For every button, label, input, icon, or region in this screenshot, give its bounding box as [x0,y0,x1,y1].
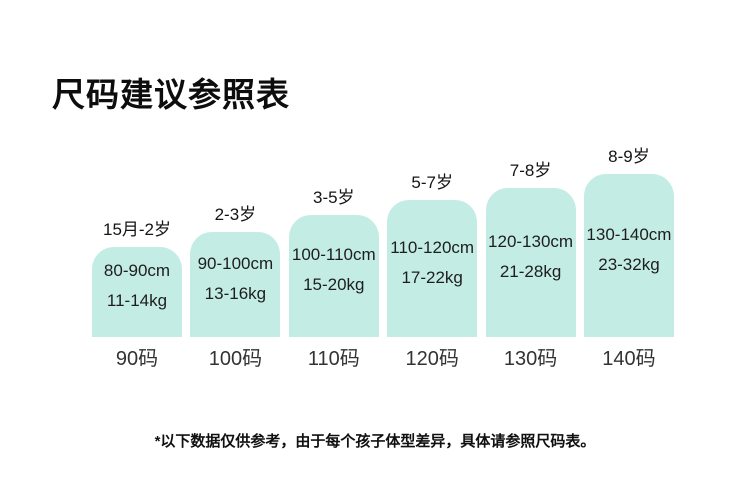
weight-range: 13-16kg [204,283,267,303]
height-range: 100-110cm [291,245,376,264]
age-range-label: 15月-2岁 [102,220,172,239]
height-range: 110-120cm [390,237,475,257]
size-reference-chart: 15月-2岁 80-90cm 11-14kg 90码 2-3岁 90-100cm… [92,140,674,375]
page-title: 尺码建议参照表 [52,76,290,113]
size-code-label: 90码 [115,347,159,370]
size-code-label: 140码 [602,347,656,370]
size-column-110: 3-5岁 100-110cm 15-20kg 110码 [288,183,379,375]
size-bar: 100-110cm 15-20kg [288,215,379,337]
weight-range: 11-14kg [106,291,168,310]
weight-range: 15-20kg [303,275,365,294]
height-range: 120-130cm [488,231,574,251]
height-range: 130-140cm [586,224,672,244]
size-column-120: 5-7岁 110-120cm 17-22kg 120码 [387,168,478,375]
size-column-130: 7-8岁 120-130cm 21-28kg 130码 [485,156,576,375]
height-range: 90-100cm [197,253,274,273]
size-bar: 110-120cm 17-22kg [387,200,478,337]
weight-range: 21-28kg [499,261,562,281]
height-range: 80-90cm [103,261,171,280]
age-range-label: 8-9岁 [608,147,650,166]
age-range-label: 7-8岁 [509,161,552,180]
age-range-label: 5-7岁 [411,173,453,192]
size-bar: 90-100cm 13-16kg [190,232,281,337]
size-bar: 130-140cm 23-32kg [583,174,674,337]
weight-range: 17-22kg [401,267,463,287]
size-code-label: 100码 [208,347,263,370]
size-column-90: 15月-2岁 80-90cm 11-14kg 90码 [92,215,182,375]
age-range-label: 3-5岁 [312,188,355,207]
age-range-label: 2-3岁 [214,205,257,224]
size-column-140: 8-9岁 130-140cm 23-32kg 140码 [583,142,674,375]
size-bar: 120-130cm 21-28kg [485,188,576,337]
footnote: *以下数据仅供参考，由于每个孩子体型差异，具体请参照尺码表。 [154,433,596,450]
size-code-label: 130码 [503,347,558,370]
weight-range: 23-32kg [598,254,660,274]
size-bar: 80-90cm 11-14kg [92,247,182,337]
size-column-100: 2-3岁 90-100cm 13-16kg 100码 [190,200,281,375]
size-code-label: 120码 [405,347,459,370]
size-code-label: 110码 [307,347,360,370]
